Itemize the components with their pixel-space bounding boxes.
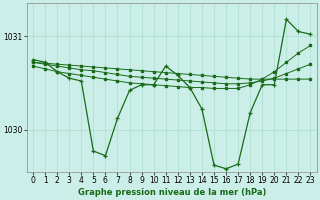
X-axis label: Graphe pression niveau de la mer (hPa): Graphe pression niveau de la mer (hPa) [77,188,266,197]
